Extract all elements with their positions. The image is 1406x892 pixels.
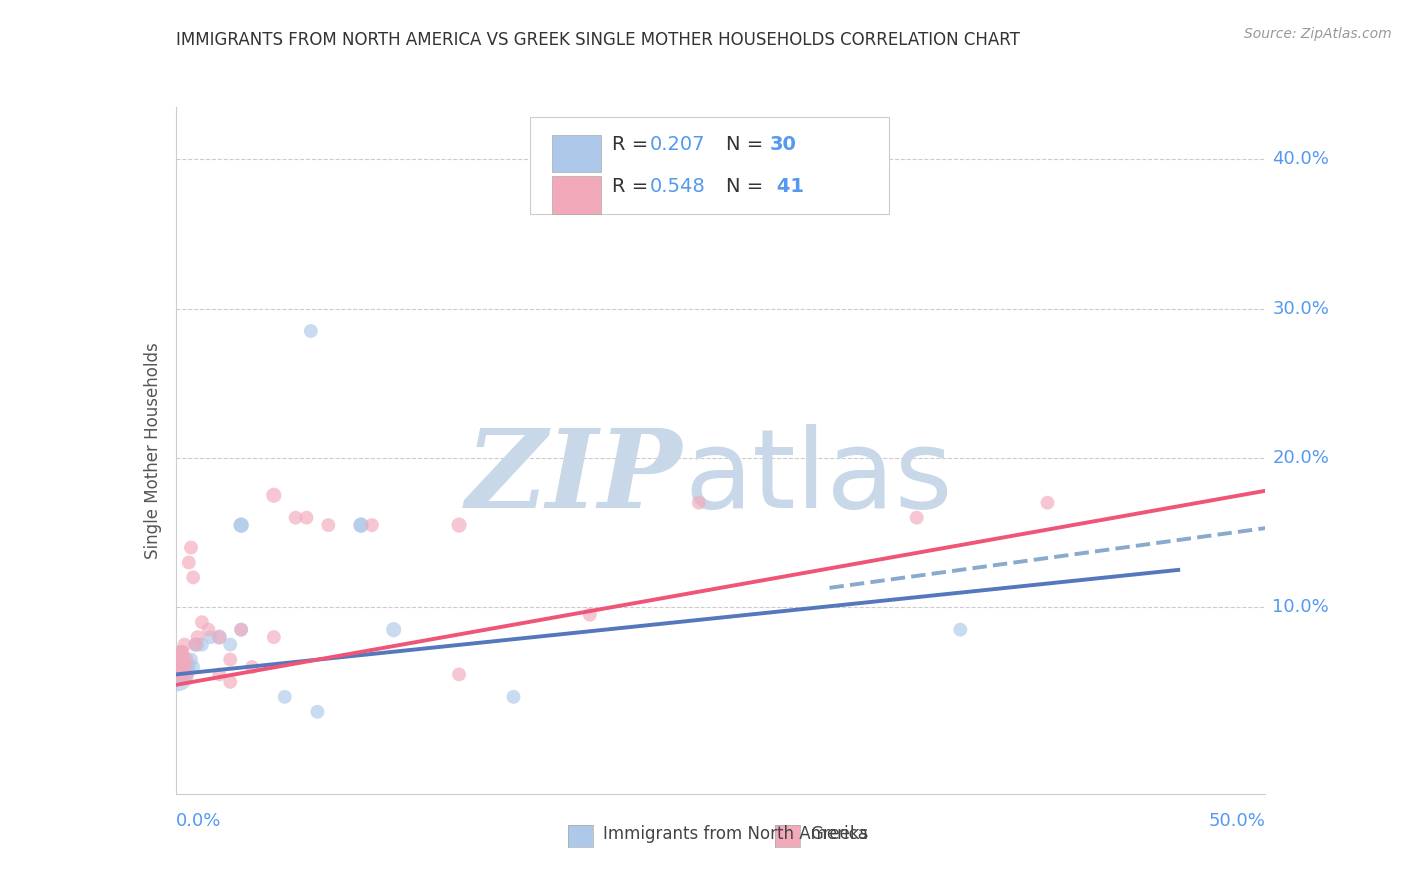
FancyBboxPatch shape (530, 118, 890, 213)
Point (176, 660, 198, 674)
Point (167, 660, 190, 674)
Point (208, 630, 231, 644)
Text: 40.0%: 40.0% (1272, 150, 1329, 169)
Text: 0.0%: 0.0% (176, 812, 221, 830)
Point (263, 488, 285, 502)
Point (173, 660, 195, 674)
Point (231, 623, 253, 637)
Point (169, 660, 191, 674)
Point (197, 623, 219, 637)
Point (299, 324, 322, 338)
Point (169, 645, 191, 659)
Point (169, 645, 191, 659)
Text: 50.0%: 50.0% (1209, 812, 1265, 830)
Point (502, 690, 524, 704)
Point (263, 630, 285, 644)
Point (176, 667, 198, 681)
Text: ZIP: ZIP (465, 425, 682, 532)
Point (382, 623, 405, 637)
Text: IMMIGRANTS FROM NORTH AMERICA VS GREEK SINGLE MOTHER HOUSEHOLDS CORRELATION CHAR: IMMIGRANTS FROM NORTH AMERICA VS GREEK S… (176, 31, 1019, 49)
Point (177, 556, 200, 570)
Point (172, 652, 194, 666)
Point (447, 667, 470, 681)
Point (167, 660, 190, 674)
Text: Greeks: Greeks (810, 825, 869, 843)
Point (176, 652, 198, 666)
Point (240, 660, 263, 674)
Point (191, 615, 214, 630)
Point (173, 660, 195, 674)
Point (180, 541, 202, 555)
Point (176, 667, 198, 681)
Point (167, 652, 190, 666)
Point (172, 645, 194, 659)
Text: N =: N = (725, 136, 769, 154)
Point (231, 518, 253, 533)
Point (231, 623, 253, 637)
Point (172, 645, 194, 659)
Point (307, 705, 329, 719)
Point (186, 638, 209, 652)
Point (274, 690, 297, 704)
Point (172, 667, 194, 681)
Point (166, 667, 188, 681)
Point (184, 638, 207, 652)
Point (350, 518, 373, 533)
Point (688, 496, 710, 510)
Point (579, 607, 602, 622)
Point (172, 660, 194, 674)
FancyBboxPatch shape (551, 176, 600, 213)
Point (169, 652, 191, 666)
Text: 0.548: 0.548 (650, 177, 706, 195)
Point (208, 667, 231, 681)
Text: 41: 41 (769, 177, 804, 195)
Point (295, 510, 318, 524)
Point (949, 623, 972, 637)
Point (172, 667, 194, 681)
Text: atlas: atlas (685, 425, 953, 532)
Point (172, 652, 194, 666)
Text: 30.0%: 30.0% (1272, 300, 1329, 318)
Point (166, 667, 188, 681)
Point (284, 510, 307, 524)
Text: Immigrants from North America: Immigrants from North America (603, 825, 868, 843)
Point (191, 638, 214, 652)
Text: N =: N = (725, 177, 769, 195)
Y-axis label: Single Mother Households: Single Mother Households (143, 343, 162, 558)
Text: 10.0%: 10.0% (1272, 599, 1329, 616)
Point (447, 518, 470, 533)
Point (181, 660, 204, 674)
Text: R =: R = (612, 177, 654, 195)
Point (169, 667, 191, 681)
Text: Source: ZipAtlas.com: Source: ZipAtlas.com (1244, 27, 1392, 41)
Point (1036, 496, 1059, 510)
Text: 20.0%: 20.0% (1272, 449, 1329, 467)
Point (219, 674, 242, 689)
Point (186, 630, 209, 644)
Point (208, 630, 231, 644)
Point (360, 518, 382, 533)
Point (905, 510, 928, 524)
Point (169, 652, 191, 666)
Point (318, 518, 340, 533)
Text: R =: R = (612, 136, 654, 154)
Point (180, 652, 202, 666)
Point (231, 518, 253, 533)
Point (350, 518, 373, 533)
Point (173, 638, 195, 652)
Point (177, 660, 200, 674)
Text: 0.207: 0.207 (650, 136, 706, 154)
Point (173, 652, 195, 666)
Point (200, 630, 222, 644)
Point (219, 638, 242, 652)
Point (184, 638, 207, 652)
Point (219, 652, 242, 666)
Point (172, 660, 194, 674)
FancyBboxPatch shape (551, 135, 600, 172)
Point (167, 652, 190, 666)
Text: 30: 30 (769, 136, 796, 154)
Point (169, 660, 191, 674)
Point (169, 667, 191, 681)
Point (181, 570, 204, 584)
